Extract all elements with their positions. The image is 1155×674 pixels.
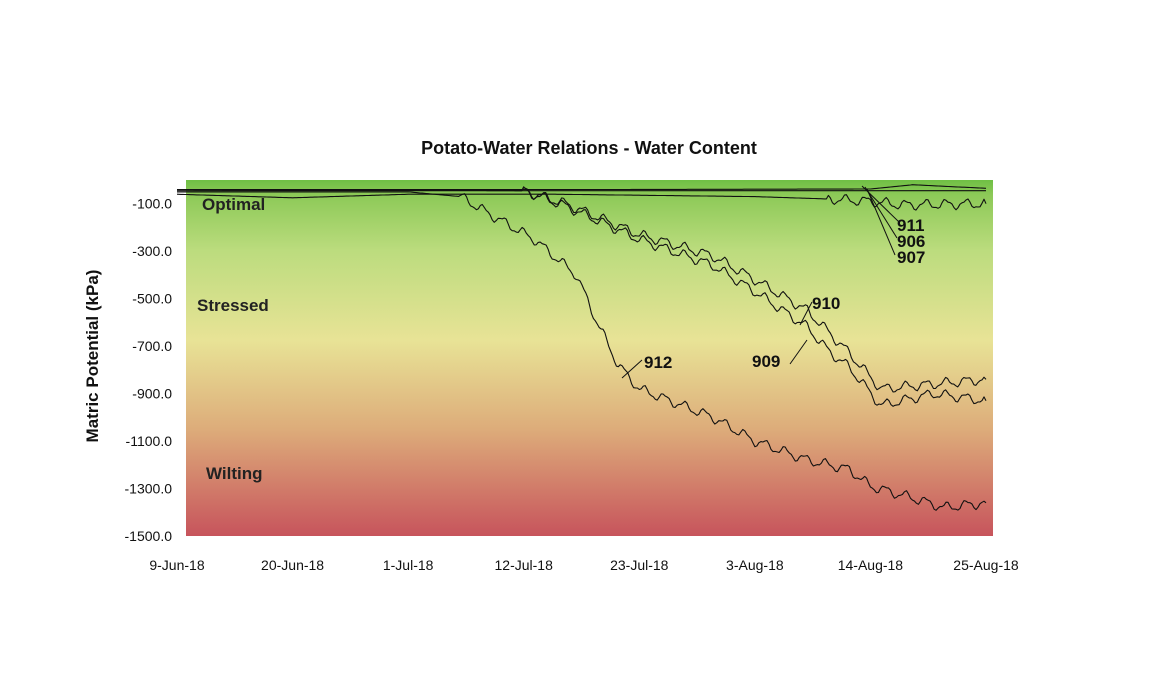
leader-907 xyxy=(866,188,896,256)
y-tick-label: -900.0 xyxy=(132,386,172,402)
series-label-909: 909 xyxy=(752,352,780,371)
x-tick-label: 1-Jul-18 xyxy=(383,557,434,573)
zone-label-stressed: Stressed xyxy=(197,296,269,315)
x-tick-label: 9-Jun-18 xyxy=(149,557,204,573)
series-label-906: 906 xyxy=(897,232,925,251)
leader-906 xyxy=(864,186,898,239)
leader-909 xyxy=(789,339,808,365)
y-tick-label: -500.0 xyxy=(132,291,172,307)
y-tick-label: -1500.0 xyxy=(125,528,173,544)
plot-area xyxy=(186,180,993,536)
leader-912 xyxy=(621,359,643,379)
y-tick-labels: -100.0 -300.0 -500.0 -700.0 -900.0 -1100.0 -13… xyxy=(125,196,173,544)
leader-910 xyxy=(799,301,813,326)
x-tick-labels: 9-Jun-18 20-Jun-18 1-Jul-18 12-Jul-18 23-Jul… xyxy=(149,557,1019,573)
x-tick-label: 23-Jul-18 xyxy=(610,557,669,573)
series-line-910 xyxy=(177,186,987,393)
y-tick-label: -100.0 xyxy=(132,196,172,212)
series-lines xyxy=(176,184,987,511)
series-label-910: 910 xyxy=(812,294,840,313)
x-tick-label: 12-Jul-18 xyxy=(495,557,554,573)
zone-label-wilting: Wilting xyxy=(206,464,263,483)
series-line-912 xyxy=(177,191,987,511)
x-tick-label: 20-Jun-18 xyxy=(261,557,324,573)
zone-label-optimal: Optimal xyxy=(202,195,265,214)
series-line-911 xyxy=(176,193,987,211)
series-label-912: 912 xyxy=(644,353,672,372)
x-tick-label: 25-Aug-18 xyxy=(953,557,1019,573)
y-axis-label: Matric Potential (kPa) xyxy=(83,270,102,443)
y-tick-label: -1300.0 xyxy=(125,481,173,497)
y-tick-label: -1100.0 xyxy=(126,433,173,449)
x-tick-label: 14-Aug-18 xyxy=(838,557,904,573)
x-tick-label: 3-Aug-18 xyxy=(726,557,784,573)
series-label-907: 907 xyxy=(897,248,925,267)
y-tick-label: -700.0 xyxy=(132,338,172,354)
series-label-911: 911 xyxy=(897,216,924,235)
chart-title: Potato-Water Relations - Water Content xyxy=(421,138,757,158)
y-tick-label: -300.0 xyxy=(132,243,172,259)
